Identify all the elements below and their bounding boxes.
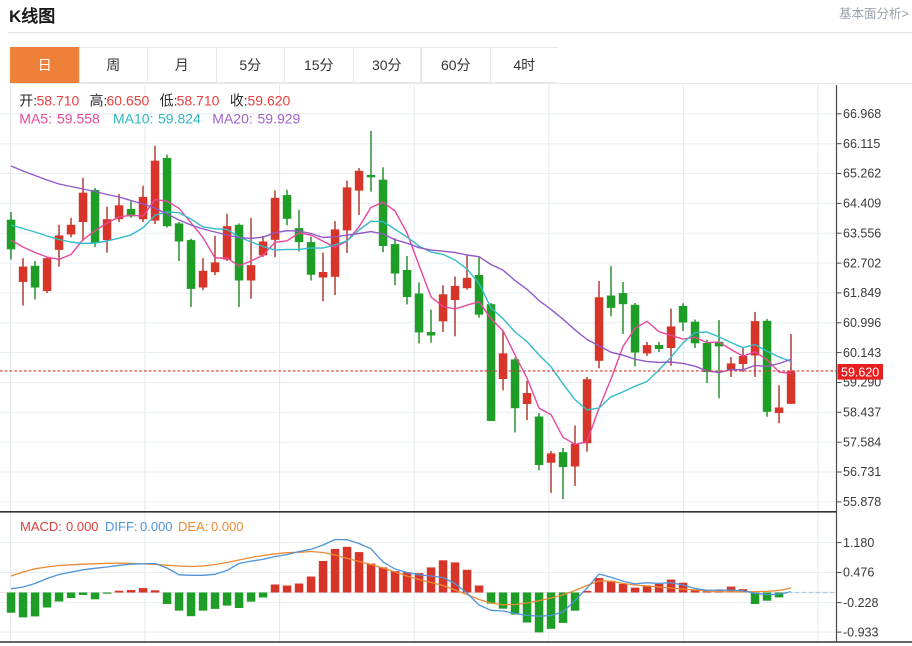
svg-text:-0.228: -0.228	[843, 596, 878, 610]
svg-text:56.731: 56.731	[843, 465, 881, 479]
svg-text:58.710: 58.710	[177, 93, 220, 109]
svg-text:59.558: 59.558	[57, 111, 100, 127]
svg-text:60.143: 60.143	[843, 346, 881, 360]
svg-text:62.702: 62.702	[843, 256, 881, 270]
svg-text:低:: 低:	[160, 93, 178, 109]
svg-text:59.929: 59.929	[258, 111, 301, 127]
svg-text:66.968: 66.968	[843, 107, 881, 121]
svg-text:58.437: 58.437	[843, 406, 881, 420]
svg-text:0.000: 0.000	[211, 519, 244, 534]
svg-text:MA5:: MA5:	[19, 111, 52, 127]
svg-text:开:: 开:	[19, 93, 37, 109]
svg-text:58.710: 58.710	[37, 93, 80, 109]
svg-text:MACD:: MACD:	[20, 519, 62, 534]
svg-text:63.556: 63.556	[843, 226, 881, 240]
svg-text:DIFF:: DIFF:	[105, 519, 138, 534]
svg-text:0.000: 0.000	[140, 519, 173, 534]
svg-text:-0.933: -0.933	[843, 625, 878, 639]
svg-text:61.849: 61.849	[843, 286, 881, 300]
svg-text:0.000: 0.000	[66, 519, 99, 534]
svg-text:MA10:: MA10:	[113, 111, 153, 127]
svg-text:MA20:: MA20:	[212, 111, 252, 127]
svg-text:57.584: 57.584	[843, 435, 881, 449]
svg-text:DEA:: DEA:	[178, 519, 208, 534]
svg-text:59.824: 59.824	[158, 111, 201, 127]
svg-text:1.180: 1.180	[843, 536, 874, 550]
svg-text:0.476: 0.476	[843, 566, 874, 580]
svg-text:66.115: 66.115	[843, 137, 880, 151]
svg-text:收:: 收:	[230, 93, 248, 109]
svg-text:60.650: 60.650	[107, 93, 150, 109]
svg-text:65.262: 65.262	[843, 167, 881, 181]
svg-text:59.620: 59.620	[841, 365, 879, 379]
svg-text:60.996: 60.996	[843, 316, 881, 330]
svg-text:64.409: 64.409	[843, 197, 881, 211]
svg-text:55.878: 55.878	[843, 495, 881, 509]
svg-text:59.620: 59.620	[248, 93, 291, 109]
svg-text:高:: 高:	[90, 93, 108, 109]
